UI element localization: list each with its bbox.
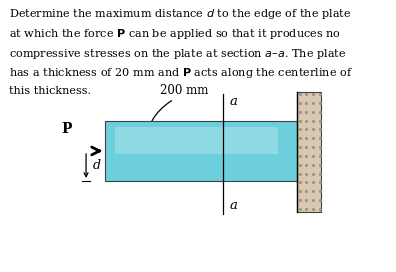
Text: a: a bbox=[229, 199, 237, 212]
Text: d: d bbox=[92, 159, 100, 172]
Text: P: P bbox=[61, 122, 72, 136]
Text: 200 mm: 200 mm bbox=[160, 84, 208, 97]
Text: compressive stresses on the plate at section $a$–$a$. The plate: compressive stresses on the plate at sec… bbox=[9, 47, 346, 60]
Text: a: a bbox=[229, 95, 237, 108]
Bar bbox=[115, 127, 278, 154]
Text: at which the force $\mathbf{P}$ can be applied so that it produces no: at which the force $\mathbf{P}$ can be a… bbox=[9, 27, 341, 41]
Text: this thickness.: this thickness. bbox=[9, 86, 91, 96]
Bar bbox=[297, 92, 322, 212]
Text: has a thickness of 20 mm and $\mathbf{P}$ acts along the centerline of: has a thickness of 20 mm and $\mathbf{P}… bbox=[9, 66, 353, 80]
Bar bbox=[105, 121, 297, 181]
Text: Determine the maximum distance $d$ to the edge of the plate: Determine the maximum distance $d$ to th… bbox=[9, 7, 351, 21]
